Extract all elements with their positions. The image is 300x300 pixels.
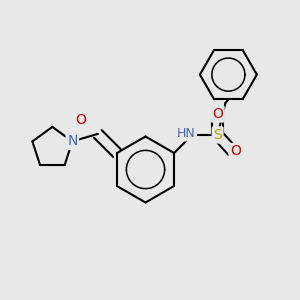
Text: O: O — [230, 145, 241, 158]
Text: O: O — [212, 107, 223, 121]
Text: N: N — [67, 134, 77, 148]
Text: O: O — [76, 113, 86, 127]
Text: S: S — [213, 128, 222, 142]
Text: HN: HN — [177, 127, 196, 140]
